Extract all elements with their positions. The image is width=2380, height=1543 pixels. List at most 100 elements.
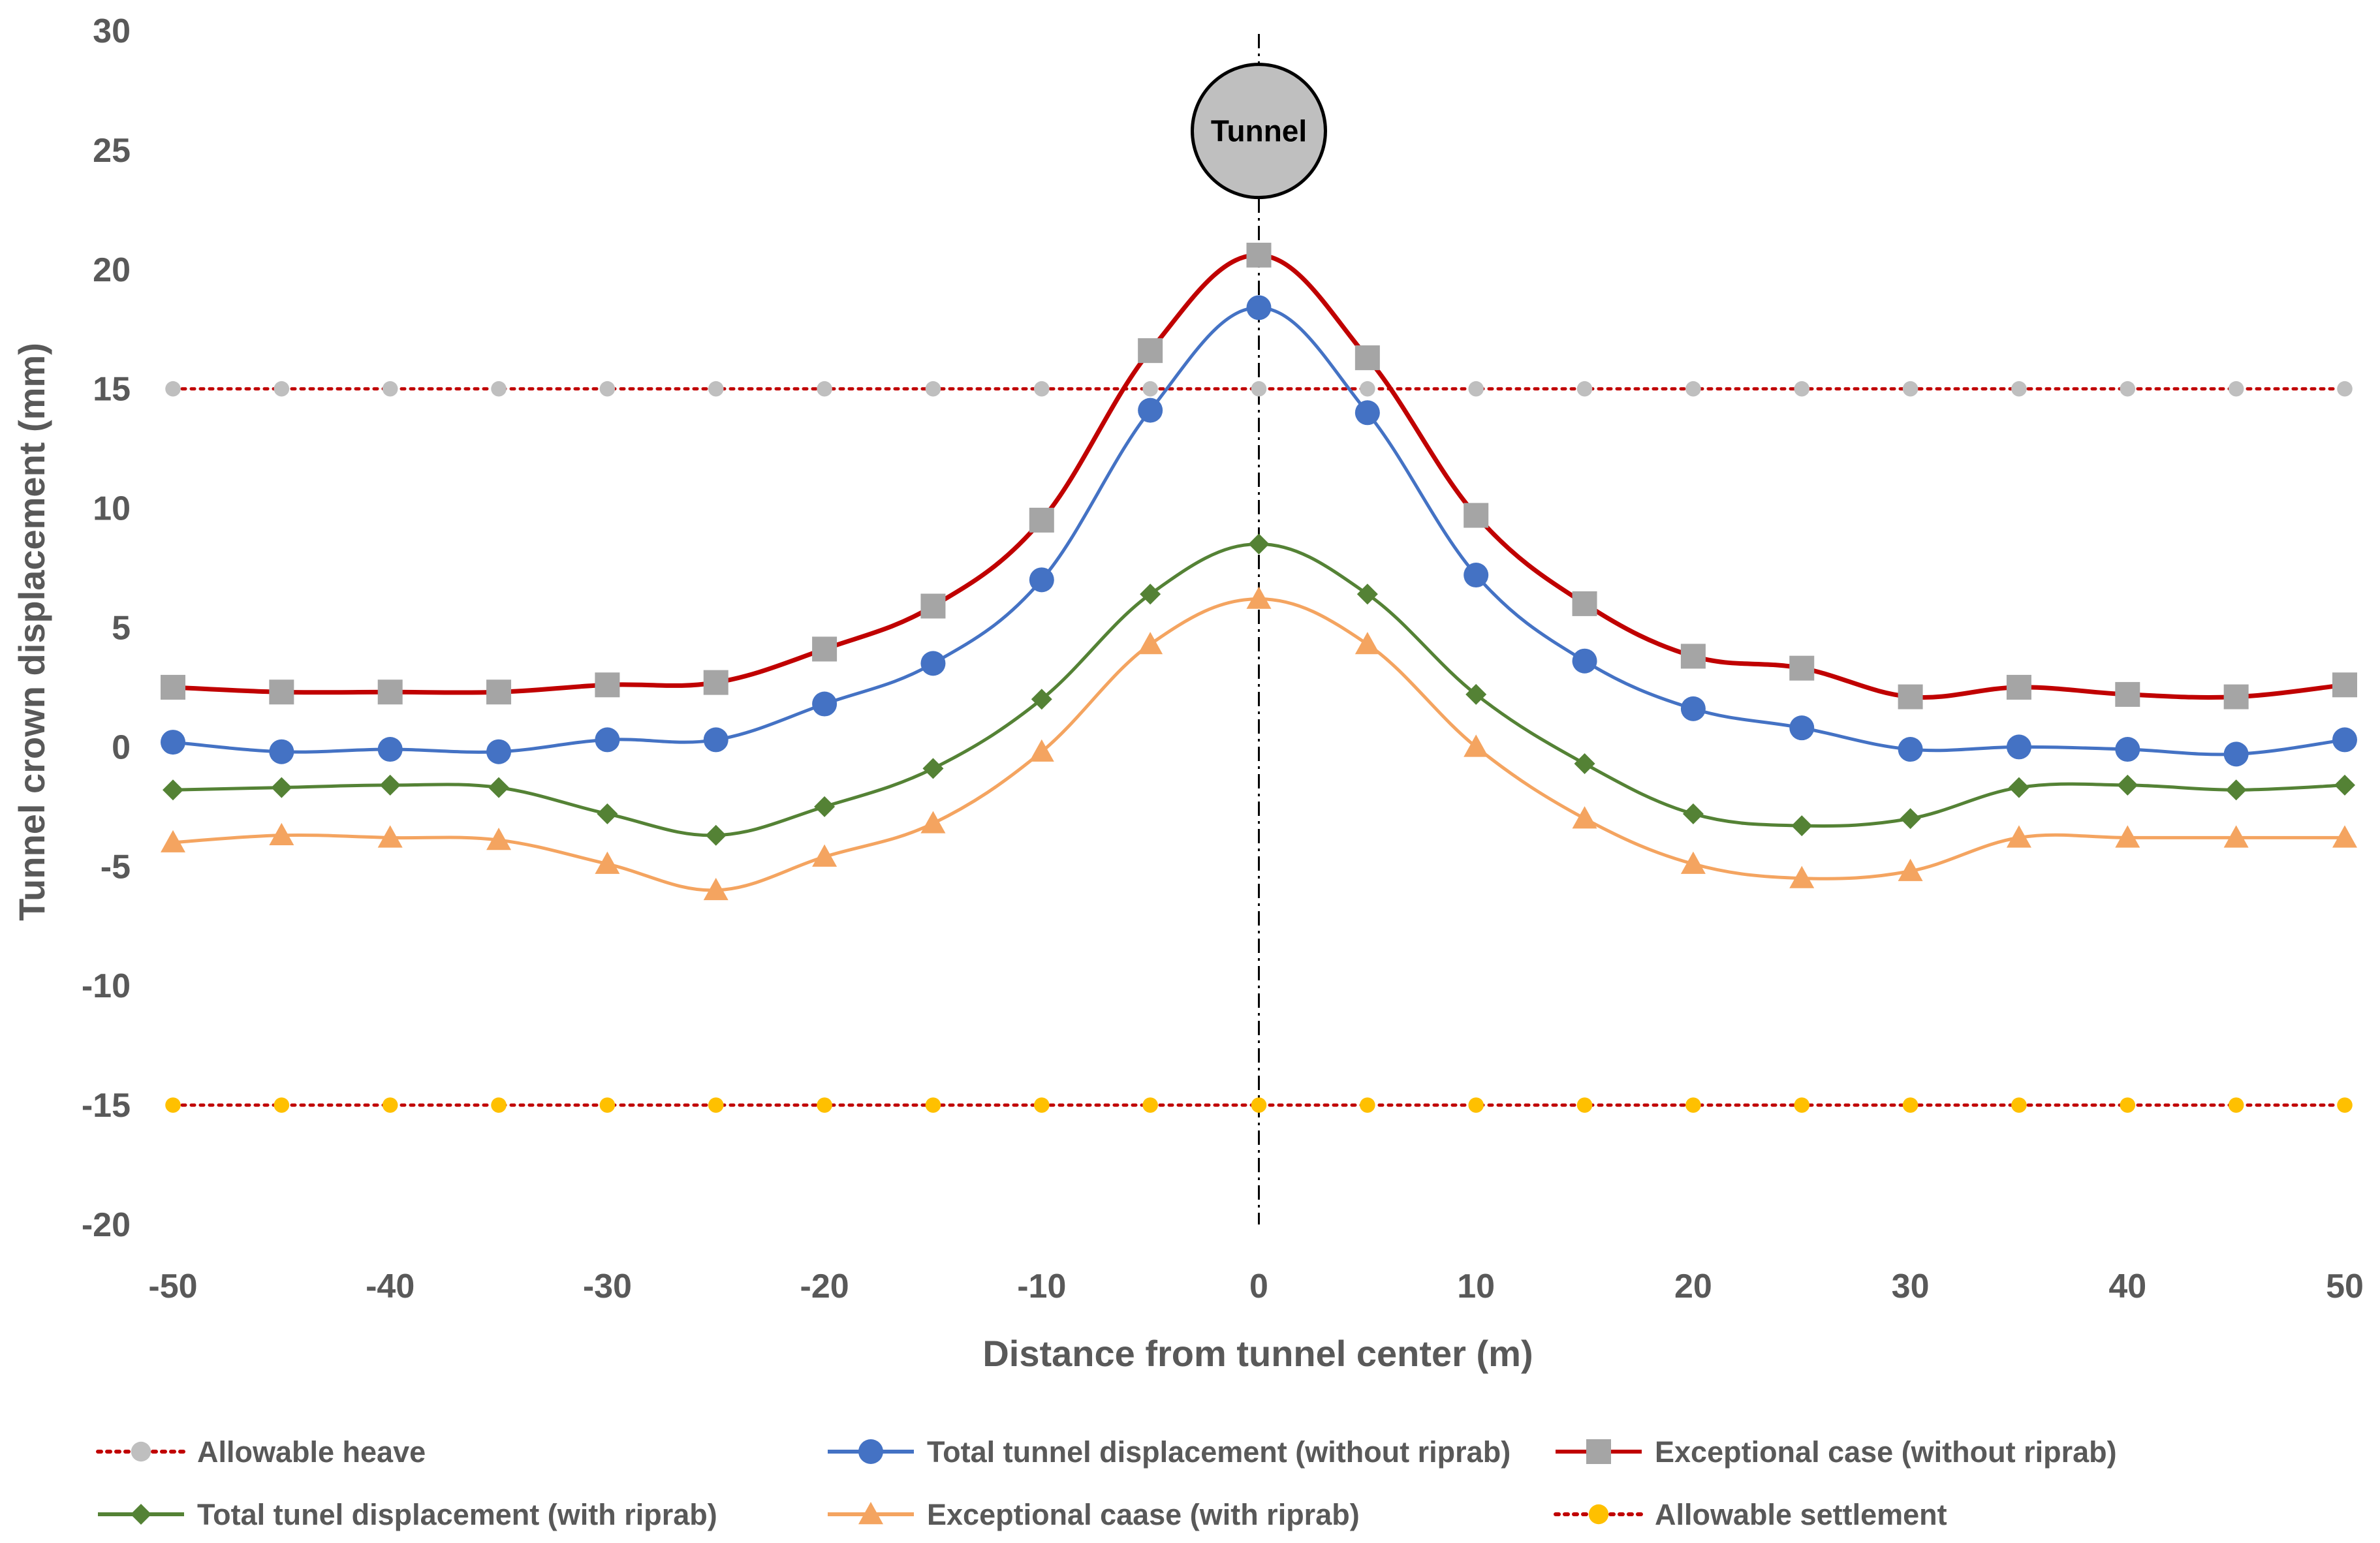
data-point: [1029, 739, 1054, 762]
data-point: [2223, 684, 2249, 709]
data-point: [1574, 753, 1595, 775]
legend-label: Exceptional case (without riprab): [1655, 1435, 2117, 1469]
legend-label: Allowable settlement: [1655, 1498, 1947, 1531]
data-point: [491, 381, 507, 397]
data-point: [269, 739, 294, 764]
data-point: [2115, 681, 2140, 707]
data-point: [922, 758, 944, 779]
x-axis-title: Distance from tunnel center (m): [982, 1333, 1533, 1374]
legend-label: Total tunnel displacement (without ripra…: [927, 1435, 1511, 1469]
tunnel-circle: [1191, 63, 1327, 200]
data-point: [377, 737, 403, 762]
data-point: [382, 381, 398, 397]
data-point: [1354, 345, 1380, 371]
data-point: [1251, 381, 1267, 397]
data-point: [1685, 1097, 1701, 1113]
series-layer: [161, 242, 2357, 1113]
series-total-tunnel-displacement-without-riprab: [161, 295, 2357, 767]
data-point: [1794, 1097, 1810, 1113]
data-point: [1789, 715, 1815, 741]
data-point: [1465, 683, 1487, 705]
data-point: [1572, 591, 1597, 616]
data-point: [599, 381, 616, 397]
data-point: [597, 803, 618, 824]
legend-item-allowable-settlement: Allowable settlement: [1554, 1498, 1947, 1531]
data-point: [1142, 1097, 1158, 1113]
y-tick-label: -20: [82, 1206, 131, 1244]
x-tick-label: 30: [1892, 1268, 1930, 1305]
data-point: [2115, 737, 2140, 762]
data-point: [2332, 825, 2357, 848]
data-point: [1138, 338, 1163, 364]
y-tick-label: 30: [93, 12, 131, 50]
y-axis-title: Tunnel crown displacement (mm): [11, 343, 52, 921]
data-point: [1680, 851, 1706, 874]
tunnel-label: Tunnel: [1211, 114, 1307, 148]
data-point: [1246, 586, 1272, 609]
data-point: [161, 830, 185, 852]
data-point: [2011, 1097, 2027, 1113]
data-point: [708, 1097, 724, 1113]
data-point: [1138, 632, 1163, 655]
legend-swatch-marker: [1586, 1439, 1611, 1464]
data-point: [382, 1097, 398, 1113]
data-point: [1680, 696, 1706, 721]
data-point: [2332, 672, 2357, 698]
data-point: [1898, 684, 1923, 709]
data-point: [1248, 533, 1270, 555]
legend-item-total-tunnel-displacement-without-riprab: Total tunnel displacement (without ripra…: [828, 1435, 1511, 1469]
x-tick-label: 40: [2108, 1268, 2146, 1305]
y-tick-label: 5: [112, 610, 131, 647]
data-point: [812, 844, 838, 867]
y-tick-label: 20: [93, 251, 131, 289]
data-point: [595, 672, 620, 698]
y-tick-label: 10: [93, 490, 131, 528]
x-tick-label: -40: [366, 1268, 415, 1305]
legend-swatch-marker: [858, 1439, 883, 1464]
legend-swatch-marker: [131, 1504, 151, 1525]
data-point: [271, 777, 292, 798]
data-point: [2223, 825, 2249, 848]
data-point: [163, 779, 183, 801]
data-point: [817, 381, 832, 397]
data-point: [708, 381, 724, 397]
data-point: [703, 727, 728, 753]
data-point: [2117, 774, 2138, 796]
data-point: [2115, 825, 2140, 848]
data-point: [165, 1097, 181, 1113]
data-point: [1572, 806, 1597, 829]
data-point: [1464, 563, 1489, 588]
data-point: [599, 1097, 616, 1113]
data-point: [1140, 584, 1161, 605]
data-point: [269, 822, 294, 845]
data-point: [1034, 381, 1050, 397]
data-point: [269, 679, 294, 705]
data-point: [1468, 1097, 1484, 1113]
data-point: [1138, 397, 1163, 423]
y-tick-label: 15: [93, 371, 131, 409]
data-point: [491, 1097, 507, 1113]
x-tick-label: -20: [800, 1268, 849, 1305]
legend-label: Total tunel displacement (with riprab): [197, 1498, 717, 1531]
data-point: [1572, 648, 1597, 674]
data-point: [2011, 381, 2027, 397]
data-point: [1029, 507, 1054, 533]
x-tick-label: 0: [1249, 1268, 1268, 1305]
legend-swatch-marker: [131, 1441, 151, 1462]
data-point: [705, 824, 727, 846]
data-point: [920, 593, 946, 619]
legend-swatch-marker: [1588, 1504, 1609, 1525]
data-point: [2337, 1097, 2353, 1113]
data-point: [2228, 381, 2244, 397]
data-point: [1900, 808, 1921, 830]
series-total-tunel-displacement-with-riprab: [163, 533, 2355, 846]
data-point: [1464, 734, 1489, 757]
data-point: [1576, 1097, 1593, 1113]
data-point: [1356, 584, 1378, 605]
data-point: [379, 774, 401, 796]
data-point: [161, 730, 185, 755]
data-point: [1142, 381, 1158, 397]
legend-item-allowable-heave: Allowable heave: [96, 1435, 426, 1469]
